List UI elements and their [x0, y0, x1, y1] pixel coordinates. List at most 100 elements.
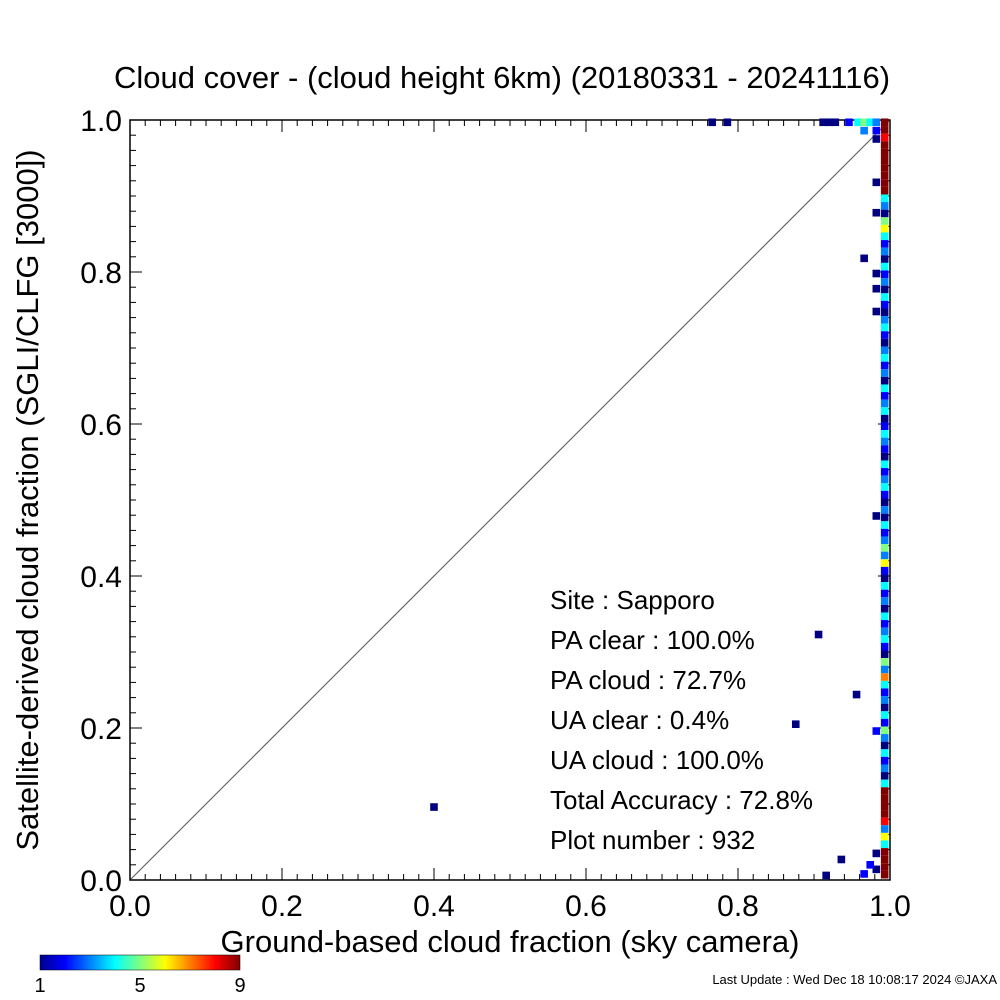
density-cell — [880, 688, 889, 697]
density-cell — [708, 118, 716, 127]
density-cell — [880, 308, 889, 317]
density-cell — [880, 255, 889, 263]
axis-ticks — [129, 119, 891, 881]
density-cell — [880, 794, 889, 803]
density-cell — [880, 407, 889, 415]
density-cell — [880, 141, 889, 149]
density-cell — [880, 627, 889, 636]
density-cell — [880, 164, 889, 172]
density-cell — [880, 741, 889, 750]
colorbar-tick-label: 1 — [34, 975, 45, 997]
density-cell — [880, 414, 889, 423]
density-cell — [880, 513, 889, 522]
stats-line: UA cloud : 100.0% — [550, 745, 764, 775]
y-tick-label: 0.6 — [80, 409, 122, 442]
density-cell — [872, 284, 881, 293]
density-cell — [880, 764, 889, 773]
density-cells — [430, 118, 889, 880]
density-cell — [852, 690, 861, 699]
density-cell — [880, 635, 889, 643]
density-cell — [814, 630, 823, 639]
x-tick-label: 0.0 — [109, 890, 151, 923]
footer-last-update: Last Update : Wed Dec 18 10:08:17 2024 ©… — [712, 972, 997, 987]
density-cell — [880, 354, 889, 362]
density-cell — [880, 331, 889, 339]
density-cell — [880, 597, 889, 605]
density-cell — [872, 126, 881, 135]
density-cell — [880, 825, 889, 833]
density-cell — [880, 650, 889, 659]
density-cell — [880, 270, 889, 279]
density-cell — [880, 498, 889, 507]
x-tick-label: 0.8 — [717, 890, 759, 923]
density-cell — [880, 536, 889, 545]
density-cell — [880, 126, 889, 134]
density-cell — [880, 566, 889, 575]
density-cell — [880, 209, 889, 218]
x-axis-title: Ground-based cloud fraction (sky camera) — [221, 924, 800, 959]
density-cell — [825, 118, 833, 127]
density-cell — [880, 376, 889, 385]
density-cell — [880, 437, 889, 446]
density-cell — [880, 156, 889, 165]
density-cell — [860, 126, 868, 135]
density-cell — [880, 658, 889, 666]
colorbar-labels: 1 5 9 — [34, 975, 245, 997]
density-cell — [880, 612, 889, 621]
density-cell — [880, 870, 889, 879]
density-cell — [880, 817, 889, 826]
y-tick-label: 0.0 — [80, 865, 122, 898]
density-cell — [880, 323, 889, 332]
stats-line: Site : Sapporo — [550, 585, 715, 615]
density-cell — [880, 665, 889, 674]
density-cell — [880, 582, 889, 590]
density-cell — [880, 855, 889, 864]
density-cell — [723, 118, 732, 127]
density-cell — [880, 369, 889, 377]
y-axis-title: Satellite-derived cloud fraction (SGLI/C… — [10, 149, 45, 850]
density-cell — [860, 870, 868, 878]
density-cell — [880, 528, 889, 537]
density-cell — [880, 133, 889, 142]
density-cell — [880, 338, 889, 347]
density-cell — [880, 756, 889, 765]
density-cell — [866, 861, 875, 869]
density-cell — [880, 452, 889, 461]
y-tick-labels: 0.0 0.2 0.4 0.6 0.8 1.0 — [80, 105, 122, 898]
x-tick-label: 0.2 — [261, 890, 303, 923]
density-cell — [880, 422, 889, 431]
density-cell — [880, 392, 889, 400]
density-cell — [880, 346, 889, 355]
density-cell — [872, 849, 881, 858]
density-cell — [880, 483, 889, 491]
density-cell — [880, 217, 889, 225]
density-cell — [880, 863, 889, 871]
density-cell — [880, 224, 889, 233]
stats-line: PA clear : 100.0% — [550, 625, 755, 655]
density-cell — [880, 521, 889, 529]
density-cell — [880, 179, 889, 187]
density-cell — [880, 186, 889, 195]
y-tick-label: 1.0 — [80, 105, 122, 138]
density-cell — [430, 803, 438, 811]
density-cell — [880, 232, 889, 241]
density-cell — [880, 262, 889, 271]
stats-line: UA clear : 0.4% — [550, 705, 729, 735]
density-cell — [880, 749, 889, 757]
density-cell — [880, 506, 889, 514]
x-tick-label: 1.0 — [869, 890, 911, 923]
x-tick-label: 0.6 — [565, 890, 607, 923]
density-cell — [880, 848, 889, 856]
density-cell — [872, 727, 881, 735]
density-cell — [872, 178, 881, 187]
density-cell — [872, 512, 881, 520]
density-cell — [880, 604, 889, 613]
density-cell — [860, 118, 868, 127]
density-cell — [880, 316, 889, 324]
density-cell — [880, 726, 889, 735]
density-cell — [880, 460, 889, 469]
density-cell — [880, 559, 889, 567]
density-cell — [880, 718, 889, 727]
density-cell — [872, 118, 881, 127]
density-cell — [866, 118, 875, 127]
